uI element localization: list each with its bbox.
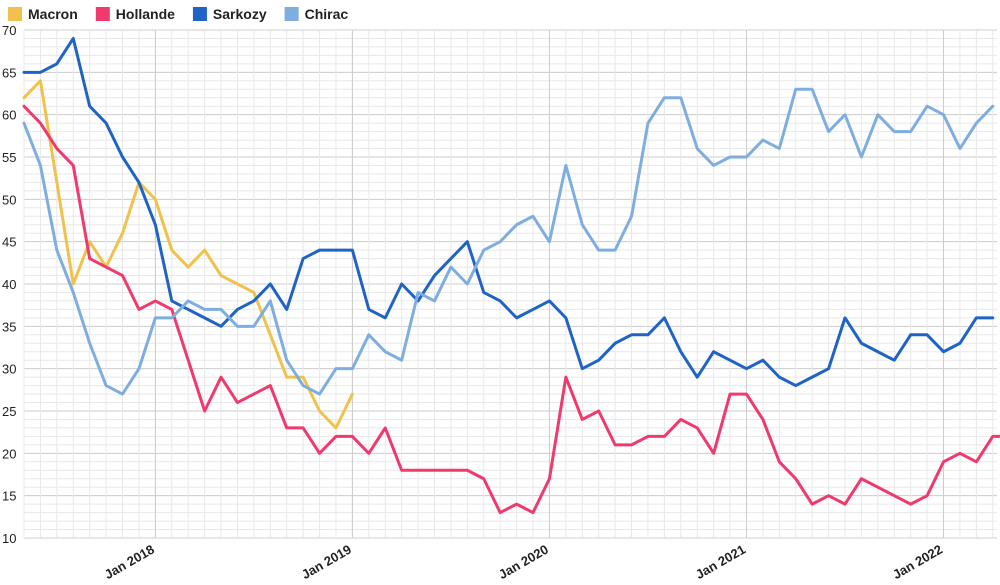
x-tick-label: Jan 2018 xyxy=(102,542,157,582)
legend-label: Macron xyxy=(28,6,78,22)
legend-label: Chirac xyxy=(305,6,349,22)
y-tick-label: 50 xyxy=(2,192,16,207)
series-line-sarkozy xyxy=(22,36,995,388)
y-tick-label: 20 xyxy=(2,446,16,461)
y-tick-label: 55 xyxy=(2,150,16,165)
legend-swatch xyxy=(192,7,207,21)
y-tick-label: 45 xyxy=(2,235,16,250)
legend: Macron Hollande Sarkozy Chirac xyxy=(8,6,348,22)
y-axis: 10 15 20 25 30 35 40 45 50 55 60 65 70 xyxy=(2,23,16,546)
legend-item-sarkozy[interactable]: Sarkozy xyxy=(192,6,267,22)
gridlines xyxy=(23,29,997,539)
x-tick-label: Jan 2019 xyxy=(299,542,354,582)
x-tick-label: Jan 2021 xyxy=(693,542,748,582)
y-tick-label: 65 xyxy=(2,65,16,80)
series-lines xyxy=(22,36,1000,515)
y-tick-label: 40 xyxy=(2,277,16,292)
series-line-hollande xyxy=(22,104,1000,515)
series-line-chirac xyxy=(22,87,995,396)
y-tick-label: 25 xyxy=(2,404,16,419)
y-tick-label: 35 xyxy=(2,319,16,334)
legend-label: Hollande xyxy=(116,6,175,22)
legend-item-macron[interactable]: Macron xyxy=(8,6,78,22)
legend-swatch xyxy=(8,7,22,21)
x-tick-label: Jan 2022 xyxy=(890,542,945,582)
legend-label: Sarkozy xyxy=(213,6,267,22)
y-tick-label: 70 xyxy=(2,23,16,38)
y-tick-label: 30 xyxy=(2,362,16,377)
y-tick-label: 10 xyxy=(2,531,16,546)
legend-swatch xyxy=(284,7,299,21)
x-tick-label: Jan 2020 xyxy=(496,542,551,582)
legend-item-chirac[interactable]: Chirac xyxy=(284,6,349,22)
y-tick-label: 60 xyxy=(2,108,16,123)
legend-item-hollande[interactable]: Hollande xyxy=(95,6,175,22)
x-axis: Jan 2018 Jan 2019 Jan 2020 Jan 2021 Jan 2022 xyxy=(102,542,945,582)
legend-swatch xyxy=(95,7,110,21)
y-tick-label: 15 xyxy=(2,489,16,504)
